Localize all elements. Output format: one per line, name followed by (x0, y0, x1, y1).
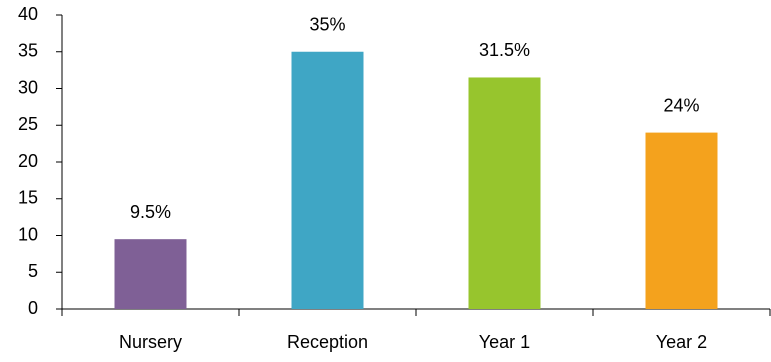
x-tick-label: Reception (287, 332, 368, 352)
data-label: 35% (309, 15, 345, 35)
data-label: 31.5% (479, 40, 530, 60)
y-tick-label: 35 (18, 41, 38, 61)
data-label: 24% (663, 95, 699, 115)
y-tick-label: 0 (28, 298, 38, 318)
data-label: 9.5% (130, 202, 171, 222)
y-tick-label: 30 (18, 77, 38, 97)
bar (114, 239, 187, 309)
y-tick-label: 40 (18, 4, 38, 24)
bar (468, 77, 541, 309)
y-tick-label: 10 (18, 224, 38, 244)
bar (645, 132, 718, 309)
y-tick-label: 25 (18, 114, 38, 134)
y-tick-label: 5 (28, 261, 38, 281)
y-tick-label: 15 (18, 188, 38, 208)
x-tick-label: Year 2 (656, 332, 707, 352)
bar (291, 51, 364, 309)
y-tick-label: 20 (18, 151, 38, 171)
x-tick-label: Year 1 (479, 332, 530, 352)
x-tick-label: Nursery (119, 332, 182, 352)
